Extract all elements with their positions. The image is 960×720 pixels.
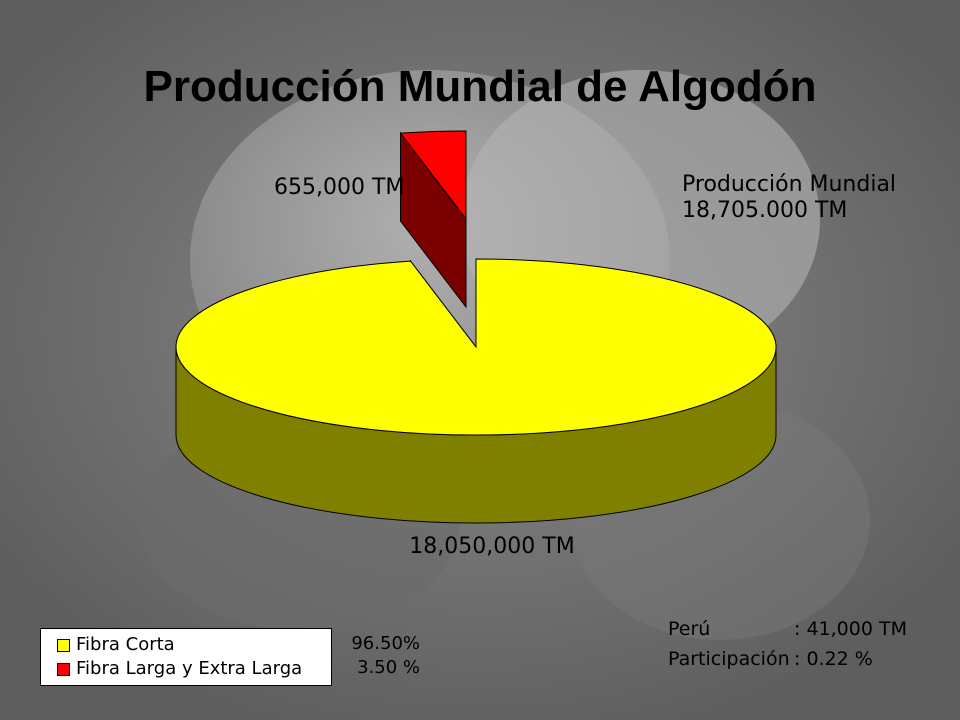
participation-row: Participación : 0.22 %	[668, 644, 907, 674]
legend-percentages: 96.50% 3.50 %	[346, 632, 420, 680]
slice-top	[399, 130, 467, 221]
participation-key: Participación	[668, 648, 790, 670]
peru-row: Perú : 41,000 TM	[668, 614, 907, 644]
peru-key: Perú	[668, 618, 711, 640]
slice-label-fibra-corta: 18,050,000 TM	[409, 534, 575, 559]
legend-swatch-yellow	[57, 638, 70, 652]
chart-legend: Fibra Corta Fibra Larga y Extra Larga	[40, 628, 332, 686]
slice-label-fibra-larga: 655,000 TM	[274, 175, 405, 200]
legend-pct-fibra-larga: 3.50 %	[357, 657, 420, 678]
peru-summary: Perú : 41,000 TM Participación : 0.22 %	[668, 614, 907, 674]
legend-swatch-red	[57, 662, 70, 676]
legend-label: Fibra Corta	[76, 634, 175, 655]
world-production-box: Producción Mundial 18,705.000 TM	[682, 172, 896, 224]
world-production-value: 18,705.000 TM	[682, 198, 848, 223]
legend-label: Fibra Larga y Extra Larga	[76, 658, 303, 679]
page-title: Producción Mundial de Algodón	[143, 62, 817, 111]
peru-value: : 41,000 TM	[794, 618, 907, 640]
slice-top	[175, 258, 777, 436]
legend-pct-fibra-corta: 96.50%	[351, 633, 420, 654]
legend-item-fibra-larga: Fibra Larga y Extra Larga	[57, 657, 331, 681]
world-production-label: Producción Mundial	[682, 172, 897, 197]
pie-slice-fibra-corta	[175, 258, 777, 524]
legend-item-fibra-corta: Fibra Corta	[57, 633, 331, 657]
pie-slice-fibra-larga	[399, 130, 467, 309]
participation-value: : 0.22 %	[794, 648, 873, 670]
